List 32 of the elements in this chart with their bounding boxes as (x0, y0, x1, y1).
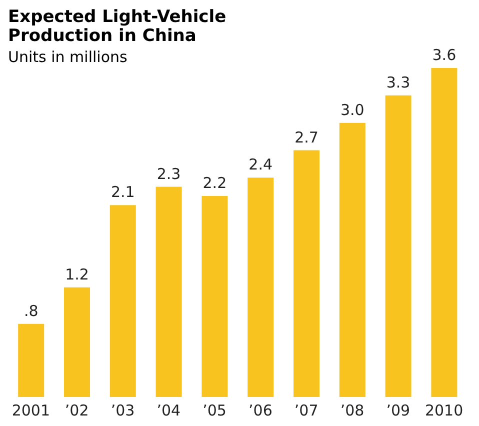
x-tick-label: ’06 (248, 402, 272, 420)
x-tick-label: ’07 (294, 402, 318, 420)
bar (64, 287, 90, 397)
x-tick-label: 2010 (424, 402, 464, 420)
x-tick-label: ’03 (110, 402, 135, 420)
chart-title: Expected Light-Vehicle Production in China (8, 7, 228, 46)
bar (431, 68, 458, 397)
data-label: 2.1 (110, 183, 135, 202)
data-label: 3.3 (386, 73, 410, 92)
bar (18, 324, 44, 397)
bar (156, 186, 182, 397)
data-label: 2.3 (156, 164, 181, 183)
x-tick-label: ’02 (64, 402, 89, 420)
x-tick-label: ’05 (202, 402, 226, 420)
bar (248, 178, 274, 397)
data-label: 2.4 (248, 156, 273, 174)
data-label: 3.0 (340, 100, 364, 119)
x-tick-label: ’04 (156, 402, 181, 420)
bar (385, 95, 412, 397)
data-label: .8 (24, 302, 38, 320)
bar (339, 122, 366, 397)
x-tick-label: ’09 (386, 402, 410, 420)
bar (110, 205, 136, 397)
x-tick-label: 2001 (12, 402, 50, 420)
data-label: 2.7 (294, 128, 318, 146)
data-label: 3.6 (432, 46, 456, 64)
chart-subtitle: Units in millions (8, 48, 128, 66)
data-label: 2.2 (202, 174, 227, 192)
data-label: 1.2 (65, 265, 89, 284)
bar (294, 150, 320, 397)
x-tick-label: ’08 (340, 402, 364, 420)
bar (202, 196, 228, 397)
